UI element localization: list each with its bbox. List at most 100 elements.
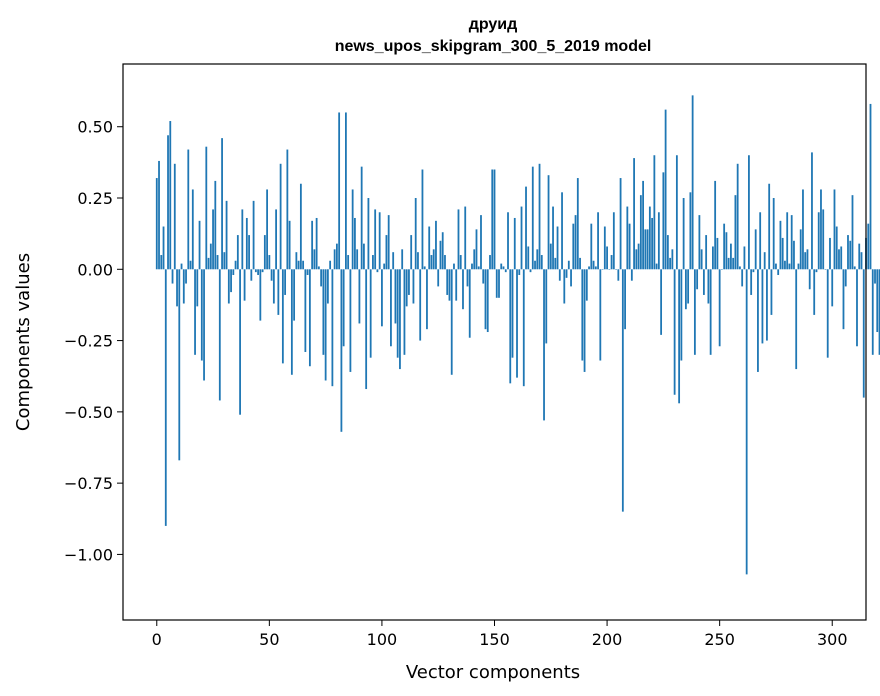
bar [716, 237, 719, 270]
bar [381, 269, 383, 327]
bar [815, 269, 818, 273]
bar [403, 269, 406, 355]
bar [775, 263, 777, 270]
bar [169, 121, 172, 270]
bar [874, 269, 876, 284]
y-tick-label: −0.25 [64, 332, 113, 351]
bar [797, 263, 800, 270]
bar [363, 243, 365, 270]
bar [331, 269, 334, 387]
bar [466, 269, 469, 287]
x-tick-label: 300 [817, 630, 848, 649]
bar [574, 215, 577, 270]
bar [396, 269, 399, 358]
bar [421, 169, 424, 270]
bar [511, 269, 514, 358]
bar [745, 269, 748, 575]
bar [457, 209, 460, 270]
bar [590, 223, 593, 270]
bar [369, 269, 372, 358]
bar [227, 269, 230, 304]
bar [324, 269, 327, 381]
bar [561, 192, 563, 270]
bar [628, 223, 631, 270]
bar [752, 269, 755, 273]
bar [725, 232, 728, 270]
bar [626, 206, 629, 270]
bar [254, 269, 257, 273]
bar [423, 266, 426, 270]
y-axis-label: Components values [13, 253, 34, 431]
bar [802, 189, 804, 270]
bar [243, 269, 246, 301]
bar [630, 269, 633, 281]
bar [480, 215, 482, 270]
bar [241, 209, 244, 270]
bar [538, 163, 541, 270]
bar [471, 263, 473, 270]
bar [329, 260, 332, 270]
bar [743, 246, 746, 270]
bar [727, 257, 730, 270]
bar [763, 252, 766, 270]
bar [621, 269, 624, 512]
bar [378, 212, 381, 270]
bar [372, 255, 374, 270]
bar [653, 155, 656, 270]
bar [419, 269, 422, 341]
bar [281, 269, 284, 364]
bar [585, 269, 588, 301]
bar [333, 249, 336, 270]
bar [554, 257, 557, 270]
bar [194, 269, 196, 355]
bar [297, 260, 300, 270]
bar [162, 226, 165, 270]
bar [822, 209, 825, 270]
bar [293, 269, 296, 321]
bar [486, 269, 489, 333]
bar [829, 237, 831, 270]
bar [495, 269, 498, 298]
bar [702, 269, 705, 295]
bar [700, 249, 703, 270]
bar [788, 263, 791, 270]
bar [315, 217, 318, 270]
bar [205, 146, 208, 270]
bar [360, 166, 363, 270]
bar [399, 269, 401, 370]
x-axis-label: Vector components [406, 662, 580, 683]
bar [158, 160, 160, 270]
bar [757, 269, 759, 372]
bar [358, 269, 361, 324]
bar [748, 155, 750, 270]
bar [347, 255, 350, 270]
bar [317, 266, 320, 270]
bar [326, 269, 329, 304]
bar [212, 209, 214, 270]
x-tick-label: 250 [704, 630, 735, 649]
bar [806, 249, 809, 270]
bar [799, 229, 802, 270]
bar [838, 249, 840, 270]
bar [664, 109, 667, 270]
bar [365, 269, 368, 390]
bar [682, 198, 685, 270]
bar [730, 243, 732, 270]
bar [646, 229, 649, 270]
bar [779, 220, 782, 270]
bar [441, 232, 444, 270]
bar [617, 269, 620, 281]
bar [615, 269, 617, 270]
y-axis-ticks: 0.50 0.25 0.00 −0.25 −0.50 −0.75 −1.00 [64, 118, 123, 564]
bar [261, 269, 264, 273]
bar [723, 223, 726, 270]
bar [790, 215, 793, 270]
bar [198, 220, 201, 270]
bar [786, 212, 789, 270]
bar [464, 206, 467, 270]
bar [459, 255, 462, 270]
bar [216, 255, 219, 270]
bar [693, 269, 696, 355]
bar [567, 260, 570, 270]
